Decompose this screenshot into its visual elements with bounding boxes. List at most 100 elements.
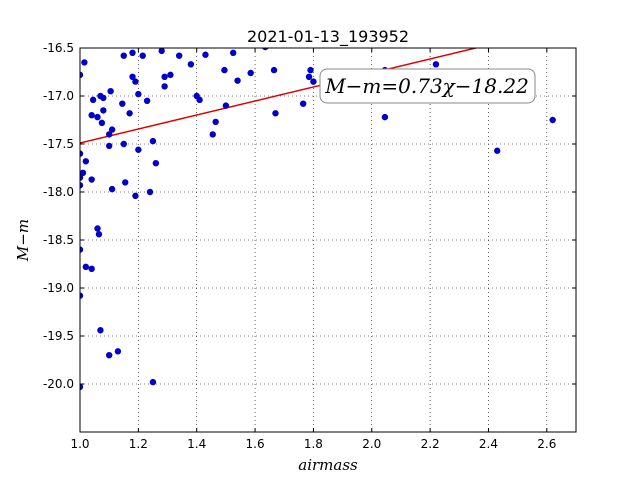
x-tick-label: 2.6 [537, 437, 556, 451]
data-point [81, 59, 88, 66]
data-point [212, 118, 219, 126]
data-point [202, 51, 209, 58]
data-point [132, 192, 139, 200]
data-point [120, 140, 127, 148]
chart-title: 2021-01-13_193952 [247, 27, 409, 47]
y-tick-label: -19.0 [43, 281, 74, 295]
data-point [82, 263, 90, 271]
y-tick-label: -19.5 [43, 329, 74, 343]
data-point [135, 90, 142, 98]
data-point [234, 77, 241, 84]
data-point [381, 113, 389, 121]
data-point [139, 52, 146, 59]
data-point [149, 137, 157, 145]
data-point [80, 383, 84, 391]
y-tick-label: -18.5 [43, 233, 74, 247]
data-point [80, 71, 84, 79]
data-point [95, 231, 103, 238]
data-point [152, 160, 160, 167]
data-point [94, 113, 101, 121]
data-point [80, 246, 84, 253]
data-point [209, 131, 216, 138]
data-point [158, 48, 165, 55]
data-point [129, 73, 136, 81]
data-point [196, 96, 203, 104]
data-point [105, 142, 113, 150]
y-tick-label: -16.5 [43, 41, 74, 55]
data-point [98, 119, 106, 127]
data-points [80, 48, 556, 391]
fit-line [80, 48, 479, 144]
data-point [126, 110, 133, 117]
data-point [221, 66, 228, 74]
y-tick-label: -17.0 [43, 89, 74, 103]
data-point [222, 102, 230, 109]
x-tick-label: 1.2 [129, 437, 148, 451]
data-point [161, 83, 168, 90]
data-point [108, 126, 116, 133]
data-point [161, 73, 168, 81]
x-tick-label: 2.0 [362, 437, 381, 451]
data-point [143, 97, 151, 105]
data-point [229, 49, 237, 56]
data-point [80, 182, 84, 189]
x-tick-label: 1.0 [70, 437, 89, 451]
x-tick-label: 1.8 [304, 437, 323, 451]
data-point [272, 110, 279, 117]
data-point [88, 176, 95, 183]
data-point [307, 66, 314, 74]
data-point [82, 158, 90, 165]
data-point [80, 150, 84, 157]
data-point [107, 88, 114, 95]
data-point [146, 188, 154, 196]
data-point [114, 348, 122, 355]
data-point [122, 179, 129, 186]
annotation-box [319, 68, 536, 104]
x-tick-label: 1.4 [187, 437, 206, 451]
x-tick-label: 2.2 [421, 437, 440, 451]
axis-ticks: 1.0 1.2 1.4 1.6 1.8 2.0 2.2 2.4 2.6 -16.5 -17.0 -17… [43, 41, 576, 451]
data-point [80, 174, 84, 181]
data-point [167, 71, 174, 79]
data-point [100, 94, 107, 102]
y-axis-label: M−m [14, 219, 32, 262]
fit-annotation: M−m=0.73χ−18.22 [319, 68, 536, 104]
data-point [80, 292, 84, 299]
data-point [432, 61, 440, 68]
fit-layer [80, 48, 479, 144]
x-axis-label: airmass [298, 456, 358, 474]
y-tick-label: -17.5 [43, 137, 74, 151]
data-point [120, 52, 127, 59]
data-point [94, 225, 101, 232]
data-point [105, 352, 113, 359]
y-tick-label: -20.0 [43, 377, 74, 391]
data-point [108, 185, 116, 193]
data-point [100, 107, 107, 114]
data-point [97, 327, 104, 334]
data-point [88, 112, 95, 119]
data-point [305, 73, 313, 81]
data-point [135, 146, 142, 153]
data-point [270, 66, 278, 74]
y-tick-label: -18.0 [43, 185, 74, 199]
data-point [310, 78, 317, 85]
data-point [494, 147, 501, 154]
annotation-text: M−m=0.73χ−18.22 [324, 74, 529, 98]
data-point [262, 48, 269, 51]
data-point [129, 49, 136, 56]
data-point [176, 52, 183, 59]
data-point [247, 69, 254, 77]
data-point [149, 378, 157, 386]
data-point [132, 78, 139, 85]
data-point [119, 100, 126, 107]
data-point [88, 265, 95, 272]
data-point [549, 116, 556, 124]
data-point [300, 100, 307, 107]
data-point [105, 131, 113, 138]
data-point [187, 61, 195, 68]
data-point [89, 96, 97, 104]
x-tick-label: 2.4 [479, 437, 498, 451]
x-tick-label: 1.6 [246, 437, 265, 451]
data-point [80, 169, 87, 176]
